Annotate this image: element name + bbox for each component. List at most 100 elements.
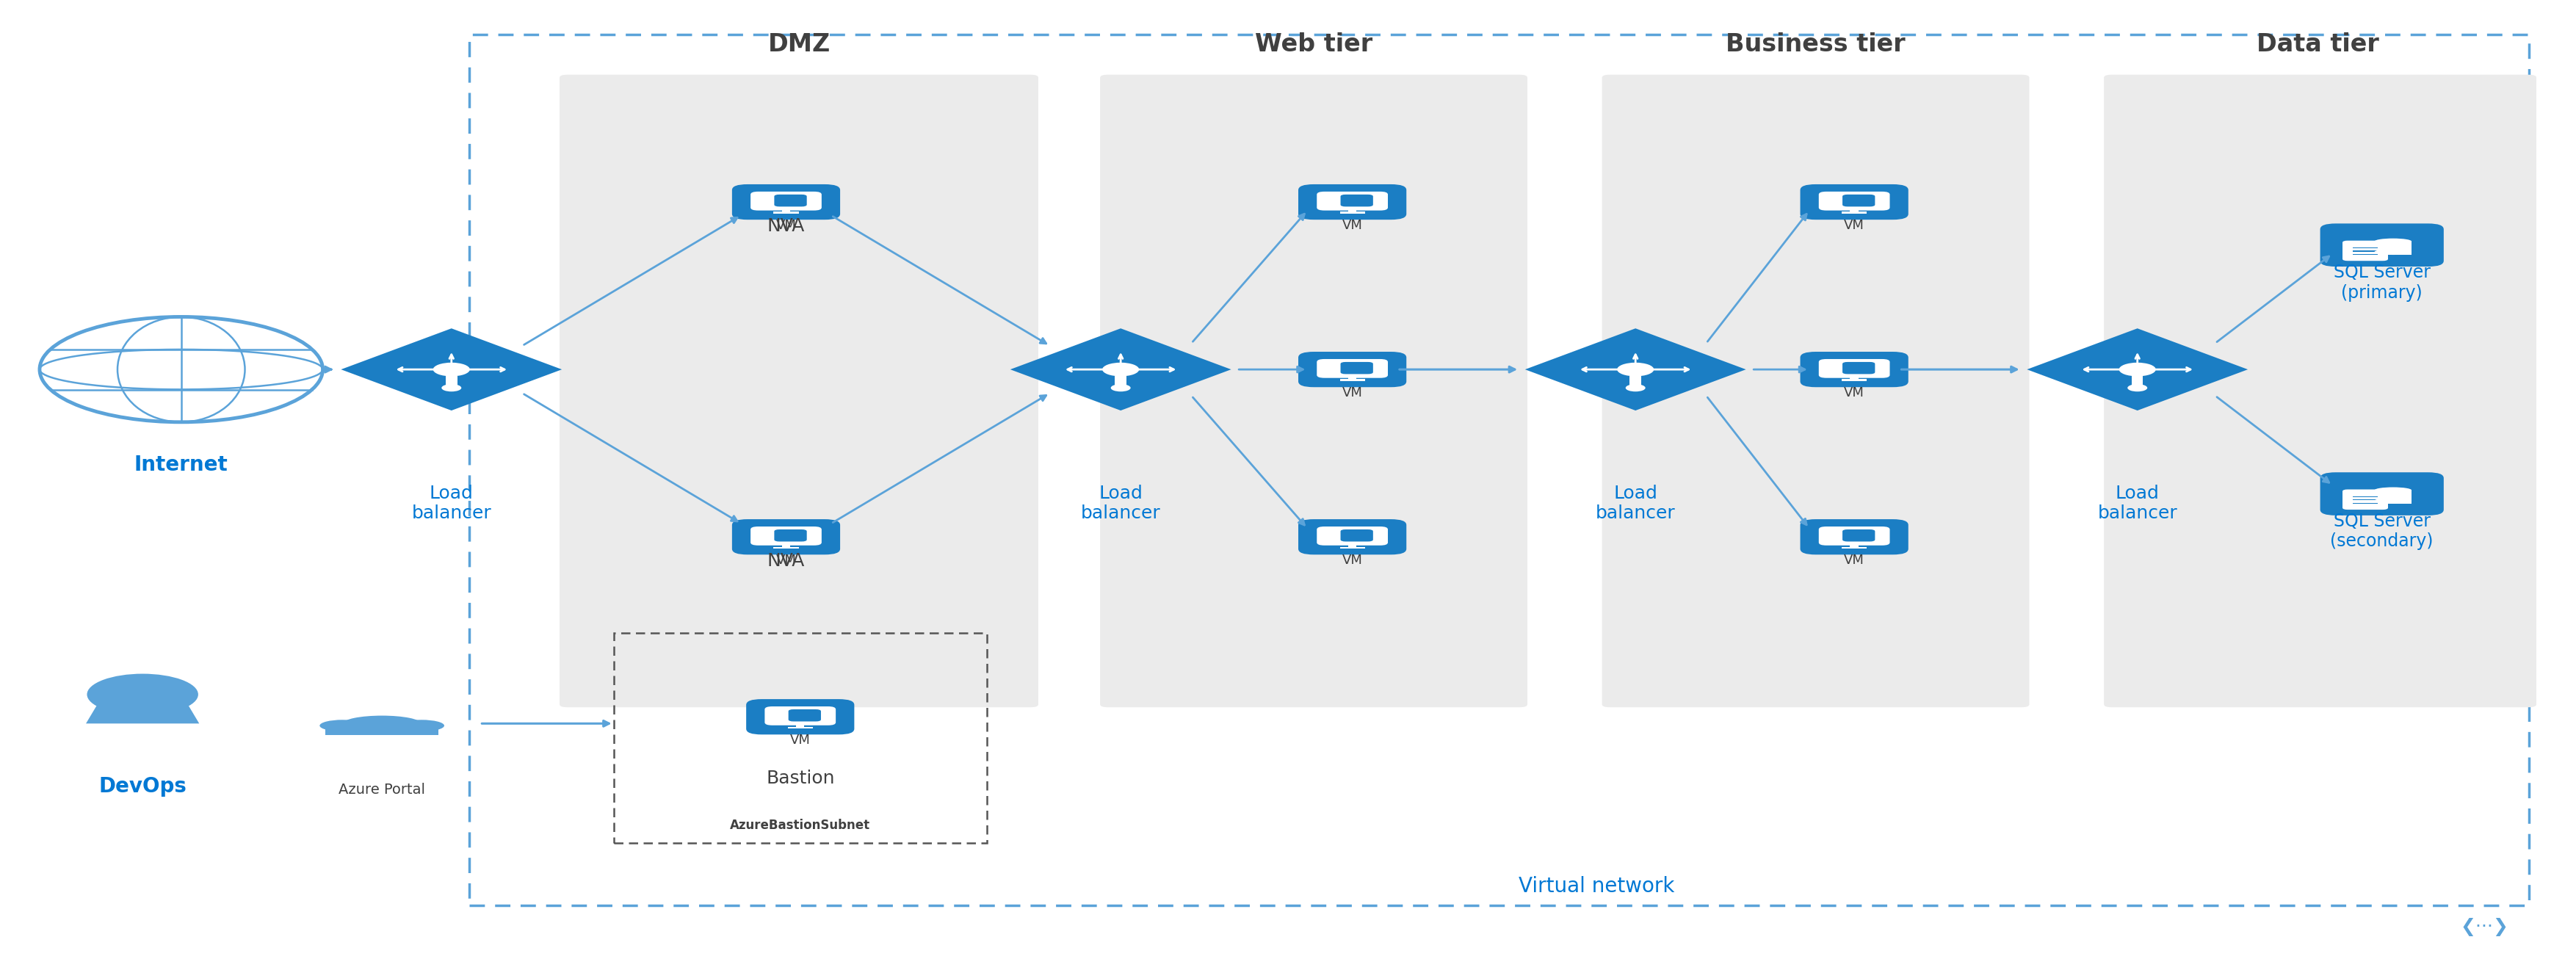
FancyBboxPatch shape	[2321, 473, 2445, 515]
Circle shape	[2120, 363, 2156, 376]
FancyBboxPatch shape	[1801, 352, 1909, 387]
Bar	[2352, 500, 2378, 501]
Text: Data tier: Data tier	[2257, 32, 2378, 57]
Bar	[1347, 378, 1358, 381]
FancyBboxPatch shape	[1316, 192, 1388, 210]
FancyBboxPatch shape	[2105, 75, 2537, 707]
Text: SQL Server
(primary): SQL Server (primary)	[2334, 264, 2429, 301]
Bar	[325, 727, 438, 736]
Text: DMZ: DMZ	[768, 32, 829, 57]
Bar	[773, 547, 799, 549]
Circle shape	[440, 385, 461, 391]
FancyBboxPatch shape	[788, 710, 822, 721]
Bar	[1850, 210, 1857, 213]
Bar	[1850, 378, 1857, 381]
Bar	[1340, 379, 1365, 381]
FancyBboxPatch shape	[559, 75, 1038, 707]
Text: NVA: NVA	[768, 218, 804, 235]
Bar	[2375, 490, 2411, 503]
Bar	[1842, 212, 1868, 214]
FancyBboxPatch shape	[1842, 529, 1875, 542]
Bar	[788, 727, 814, 728]
Bar	[1842, 547, 1868, 549]
Ellipse shape	[2375, 498, 2411, 503]
Text: Load
balancer: Load balancer	[412, 484, 492, 523]
FancyBboxPatch shape	[1842, 362, 1875, 374]
FancyBboxPatch shape	[765, 707, 835, 725]
Bar	[2352, 254, 2378, 255]
Ellipse shape	[2375, 487, 2411, 493]
Circle shape	[88, 674, 198, 715]
FancyBboxPatch shape	[1819, 526, 1891, 546]
FancyBboxPatch shape	[1819, 359, 1891, 378]
Text: VM: VM	[1342, 553, 1363, 567]
FancyBboxPatch shape	[2342, 489, 2388, 509]
Bar	[783, 210, 791, 213]
Bar	[796, 725, 804, 728]
FancyBboxPatch shape	[1602, 75, 2030, 707]
FancyBboxPatch shape	[1298, 519, 1406, 554]
Text: VM: VM	[775, 553, 796, 567]
Text: SQL Server
(secondary): SQL Server (secondary)	[2331, 512, 2434, 550]
Polygon shape	[340, 328, 562, 410]
Circle shape	[433, 363, 469, 376]
Polygon shape	[1525, 328, 1747, 410]
FancyBboxPatch shape	[750, 526, 822, 546]
Bar	[1850, 545, 1857, 548]
Text: AzureBastionSubnet: AzureBastionSubnet	[729, 818, 871, 831]
Circle shape	[1110, 385, 1131, 391]
FancyBboxPatch shape	[747, 699, 855, 735]
Bar	[613, 633, 987, 843]
Ellipse shape	[386, 726, 420, 734]
Text: Bastion: Bastion	[765, 769, 835, 787]
FancyBboxPatch shape	[750, 192, 822, 210]
FancyBboxPatch shape	[732, 184, 840, 220]
Bar	[783, 545, 791, 548]
Text: Internet: Internet	[134, 455, 229, 476]
FancyBboxPatch shape	[732, 519, 840, 554]
FancyBboxPatch shape	[1340, 195, 1373, 206]
Text: VM: VM	[775, 219, 796, 232]
Ellipse shape	[399, 720, 443, 732]
FancyBboxPatch shape	[2342, 241, 2388, 261]
Ellipse shape	[343, 715, 420, 732]
Circle shape	[2128, 385, 2148, 391]
Circle shape	[1103, 363, 1139, 376]
Bar	[1340, 547, 1365, 549]
FancyBboxPatch shape	[1340, 362, 1373, 374]
Ellipse shape	[319, 720, 366, 732]
FancyBboxPatch shape	[775, 195, 806, 206]
Bar	[2352, 496, 2378, 497]
Ellipse shape	[343, 726, 379, 734]
Text: VM: VM	[1844, 219, 1865, 232]
Text: VM: VM	[791, 734, 811, 747]
FancyBboxPatch shape	[1842, 195, 1875, 206]
FancyBboxPatch shape	[1801, 184, 1909, 220]
Text: Business tier: Business tier	[1726, 32, 1906, 57]
Text: NVA: NVA	[768, 552, 804, 570]
Text: Azure Portal: Azure Portal	[337, 783, 425, 797]
Text: Load
balancer: Load balancer	[1082, 484, 1162, 523]
Text: Load
balancer: Load balancer	[2097, 484, 2177, 523]
FancyBboxPatch shape	[1801, 519, 1909, 554]
Text: VM: VM	[1342, 386, 1363, 399]
Ellipse shape	[2375, 249, 2411, 255]
Bar	[773, 212, 799, 214]
Text: Virtual network: Virtual network	[1520, 876, 1674, 897]
Bar	[1115, 376, 1126, 387]
FancyBboxPatch shape	[1100, 75, 1528, 707]
Text: VM: VM	[1844, 386, 1865, 399]
Bar	[2375, 242, 2411, 255]
Text: DevOps: DevOps	[98, 776, 185, 797]
Polygon shape	[85, 690, 198, 723]
Text: Load
balancer: Load balancer	[1595, 484, 1674, 523]
Text: VM: VM	[1844, 553, 1865, 567]
FancyBboxPatch shape	[775, 529, 806, 542]
Bar	[1347, 210, 1358, 213]
Bar	[1842, 379, 1868, 381]
Bar	[1631, 376, 1641, 387]
Bar	[446, 376, 456, 387]
FancyBboxPatch shape	[1316, 359, 1388, 378]
FancyBboxPatch shape	[1316, 526, 1388, 546]
FancyBboxPatch shape	[1298, 184, 1406, 220]
